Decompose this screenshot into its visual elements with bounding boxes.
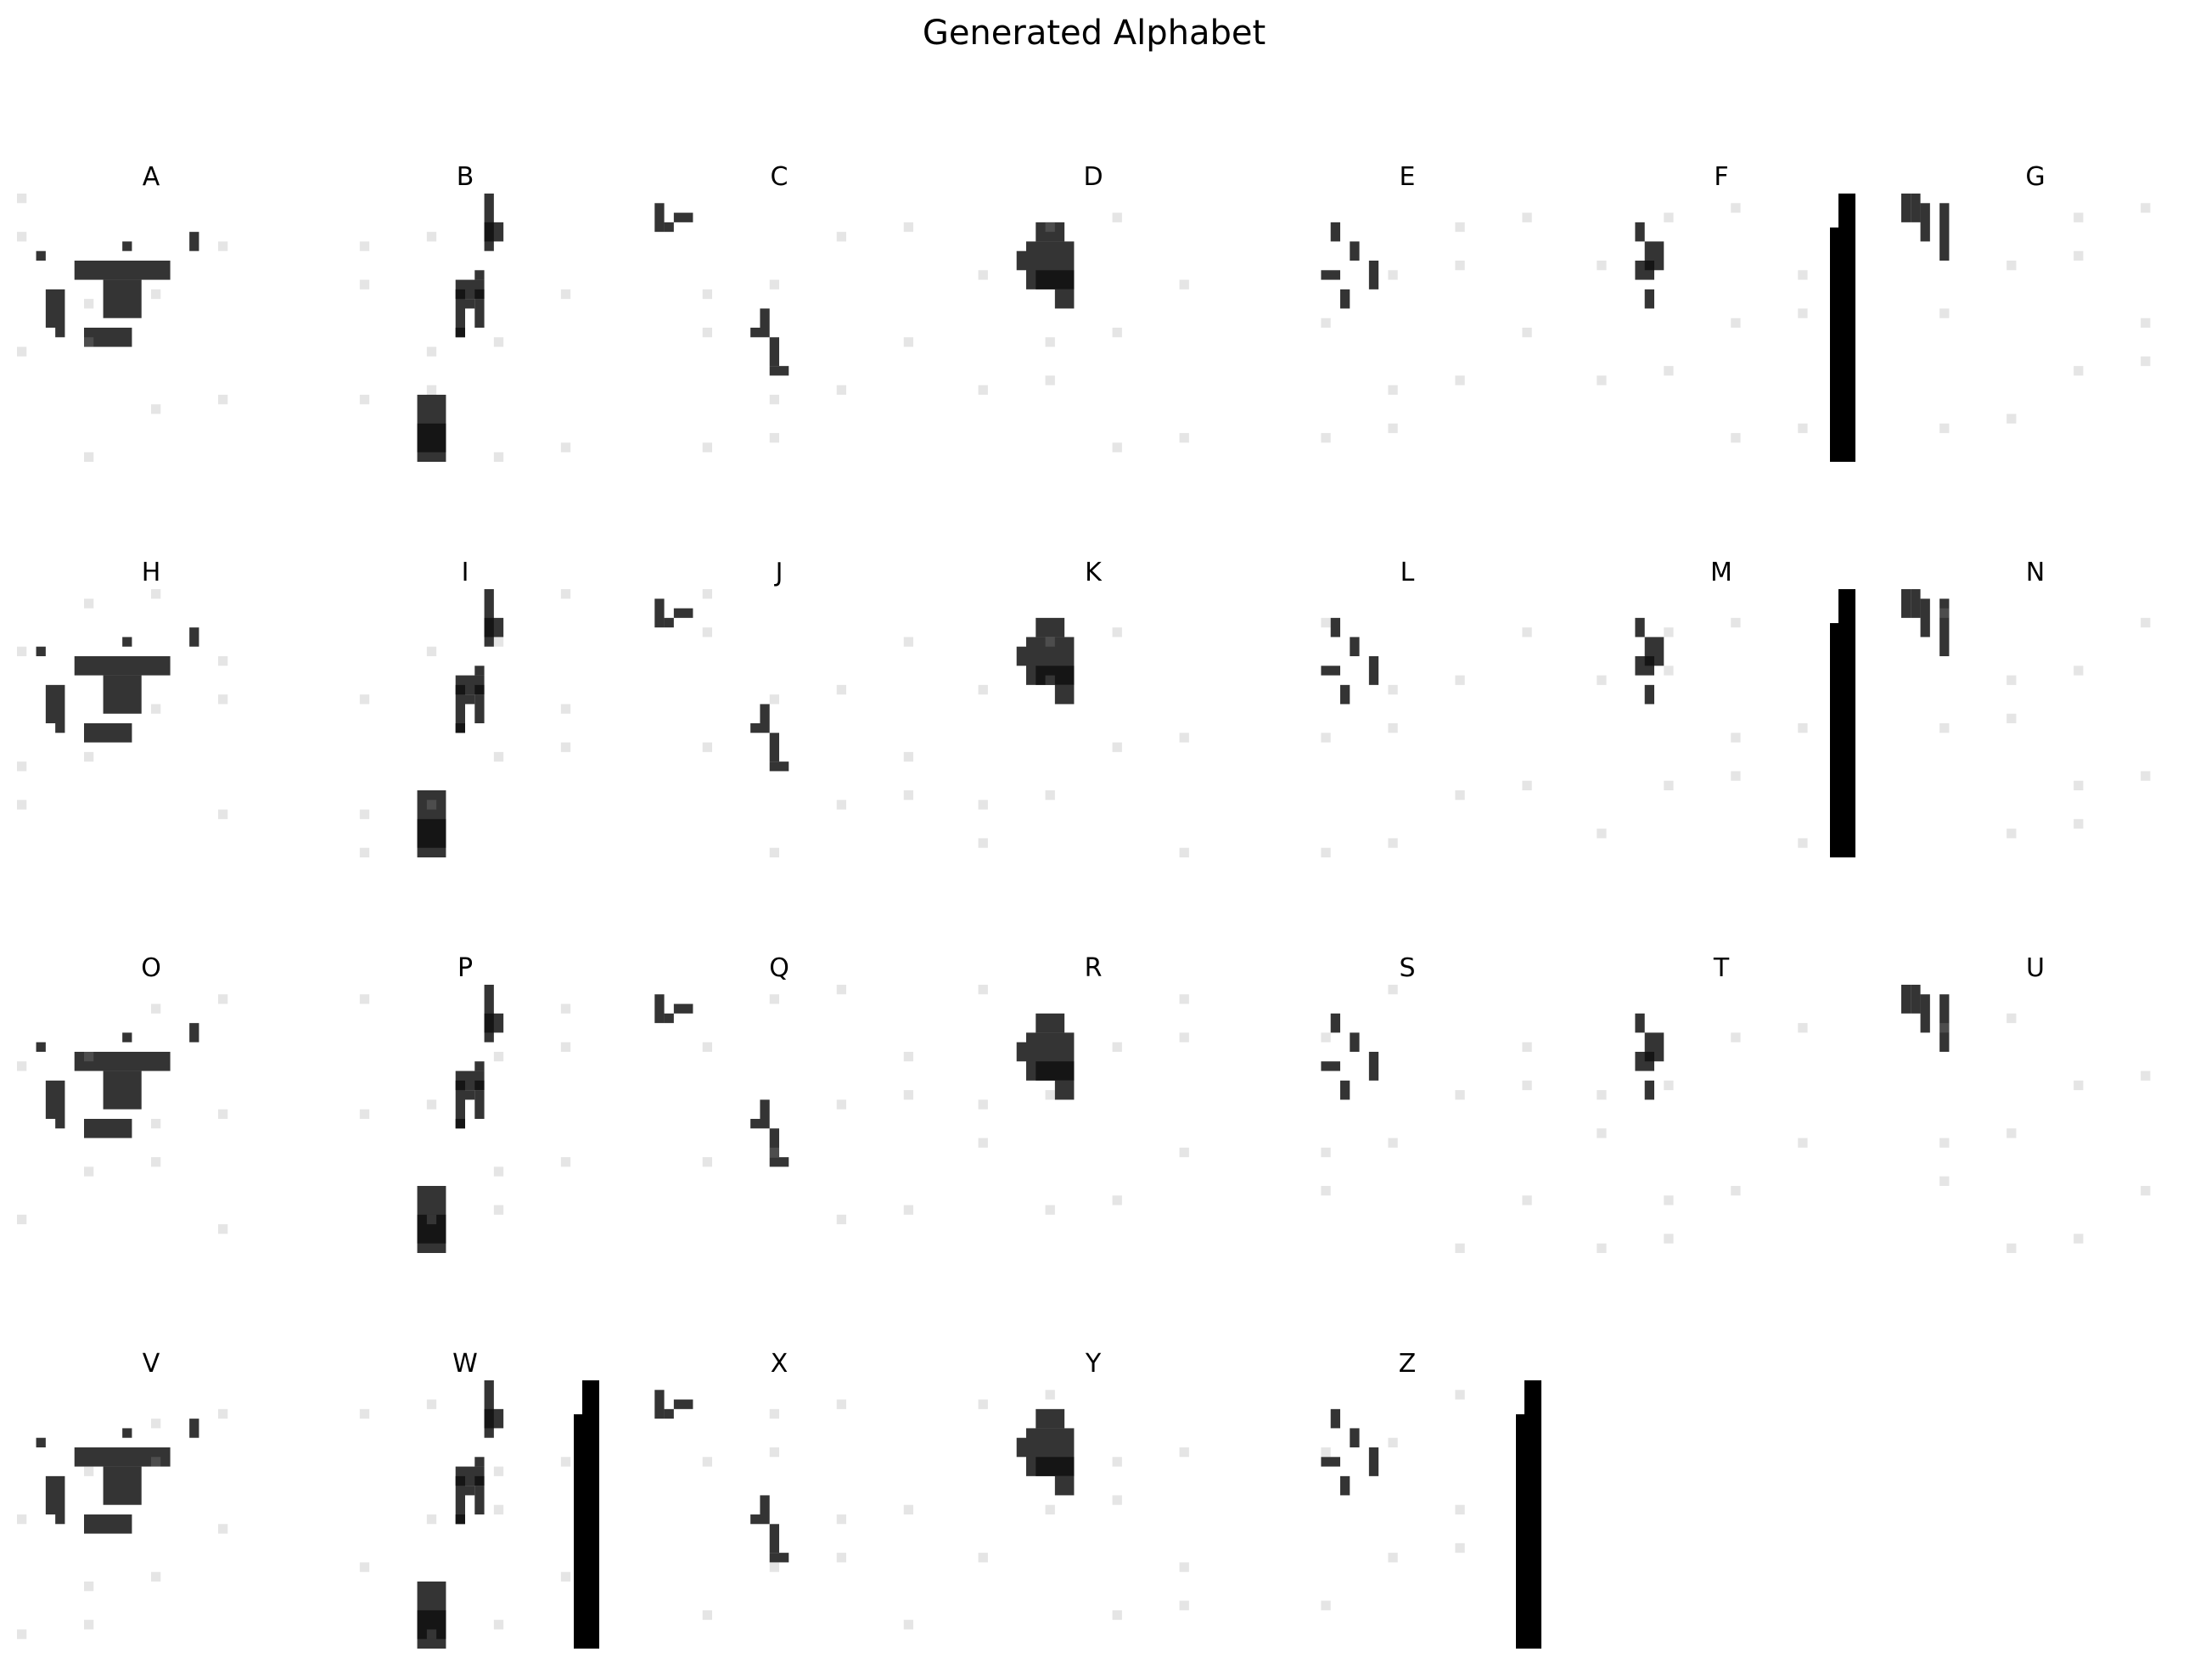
letter-panel-o: O xyxy=(17,953,285,1253)
letter-panel-r: R xyxy=(959,953,1227,1253)
generated-glyph-image xyxy=(1273,194,1541,462)
panel-label-z: Z xyxy=(1399,1349,1417,1379)
generated-glyph-image xyxy=(17,1380,285,1649)
letter-panel-y: Y xyxy=(959,1349,1227,1649)
panels-grid: A B C D E F G H I J K L M N O P Q R S T U V W X Y Z xyxy=(17,162,2169,1649)
letter-panel-g: G xyxy=(1901,162,2169,462)
letter-panel-x: X xyxy=(645,1349,913,1649)
letter-panel-l: L xyxy=(1273,558,1541,857)
panel-label-f: F xyxy=(1714,162,1728,192)
generated-glyph-image xyxy=(1273,589,1541,857)
generated-glyph-image xyxy=(645,985,913,1253)
panel-label-b: B xyxy=(457,162,474,192)
panel-label-y: Y xyxy=(1085,1349,1102,1379)
panel-label-p: P xyxy=(457,953,473,983)
generated-glyph-image xyxy=(331,1380,599,1649)
tall-bar-artifact xyxy=(1830,589,1855,857)
generated-glyph-image xyxy=(1587,194,1855,462)
generated-glyph-image xyxy=(959,589,1227,857)
panel-label-w: W xyxy=(452,1349,478,1379)
generated-glyph-image xyxy=(331,589,599,857)
panel-label-j: J xyxy=(774,558,783,587)
panel-label-n: N xyxy=(2026,558,2045,587)
panel-label-d: D xyxy=(1083,162,1103,192)
generated-glyph-image xyxy=(17,589,285,857)
panel-label-o: O xyxy=(141,953,161,983)
generated-glyph-image xyxy=(1901,589,2169,857)
letter-panel-j: J xyxy=(645,558,913,857)
generated-glyph-image xyxy=(17,194,285,462)
panel-label-i: I xyxy=(462,558,469,587)
generated-glyph-image xyxy=(331,194,599,462)
panel-label-e: E xyxy=(1400,162,1416,192)
generated-glyph-image xyxy=(645,194,913,462)
generated-glyph-image xyxy=(645,1380,913,1649)
panel-label-t: T xyxy=(1713,953,1730,983)
panel-label-l: L xyxy=(1400,558,1415,587)
letter-panel-z: Z xyxy=(1273,1349,1541,1649)
letter-panel-w: W xyxy=(331,1349,599,1649)
generated-glyph-image xyxy=(959,194,1227,462)
generated-glyph-image xyxy=(17,985,285,1253)
letter-panel-t: T xyxy=(1587,953,1855,1253)
panel-label-h: H xyxy=(142,558,161,587)
letter-panel-h: H xyxy=(17,558,285,857)
letter-panel-m: M xyxy=(1587,558,1855,857)
generated-glyph-image xyxy=(1587,589,1855,857)
letter-panel-u: U xyxy=(1901,953,2169,1253)
letter-panel-c: C xyxy=(645,162,913,462)
generated-glyph-image xyxy=(645,589,913,857)
panel-label-s: S xyxy=(1399,953,1415,983)
tall-bar-artifact xyxy=(1830,194,1855,462)
letter-panel-p: P xyxy=(331,953,599,1253)
panel-label-m: M xyxy=(1710,558,1732,587)
panel-label-r: R xyxy=(1085,953,1103,983)
letter-panel-d: D xyxy=(959,162,1227,462)
figure-title: Generated Alphabet xyxy=(923,14,1266,53)
generated-glyph-image xyxy=(959,985,1227,1253)
letter-panel-k: K xyxy=(959,558,1227,857)
letter-panel-q: Q xyxy=(645,953,913,1253)
letter-panel-a: A xyxy=(17,162,285,462)
letter-panel-e: E xyxy=(1273,162,1541,462)
generated-glyph-image xyxy=(1901,985,2169,1253)
letter-panel-n: N xyxy=(1901,558,2169,857)
generated-glyph-image xyxy=(959,1380,1227,1649)
panel-label-a: A xyxy=(143,162,160,192)
tall-bar-artifact xyxy=(574,1380,599,1649)
letter-panel-b: B xyxy=(331,162,599,462)
panel-label-v: V xyxy=(143,1349,160,1379)
generated-glyph-image xyxy=(1901,194,2169,462)
generated-glyph-image xyxy=(1273,1380,1541,1649)
letter-panel-f: F xyxy=(1587,162,1855,462)
tall-bar-artifact xyxy=(1516,1380,1541,1649)
generated-glyph-image xyxy=(1273,985,1541,1253)
letter-panel-v: V xyxy=(17,1349,285,1649)
panel-label-k: K xyxy=(1085,558,1103,587)
generated-glyph-image xyxy=(1587,985,1855,1253)
letter-panel-s: S xyxy=(1273,953,1541,1253)
panel-label-u: U xyxy=(2026,953,2045,983)
generated-glyph-image xyxy=(331,985,599,1253)
panel-label-g: G xyxy=(2025,162,2045,192)
panel-label-x: X xyxy=(771,1349,789,1379)
letter-panel-i: I xyxy=(331,558,599,857)
panel-label-c: C xyxy=(771,162,789,192)
panel-label-q: Q xyxy=(769,953,789,983)
